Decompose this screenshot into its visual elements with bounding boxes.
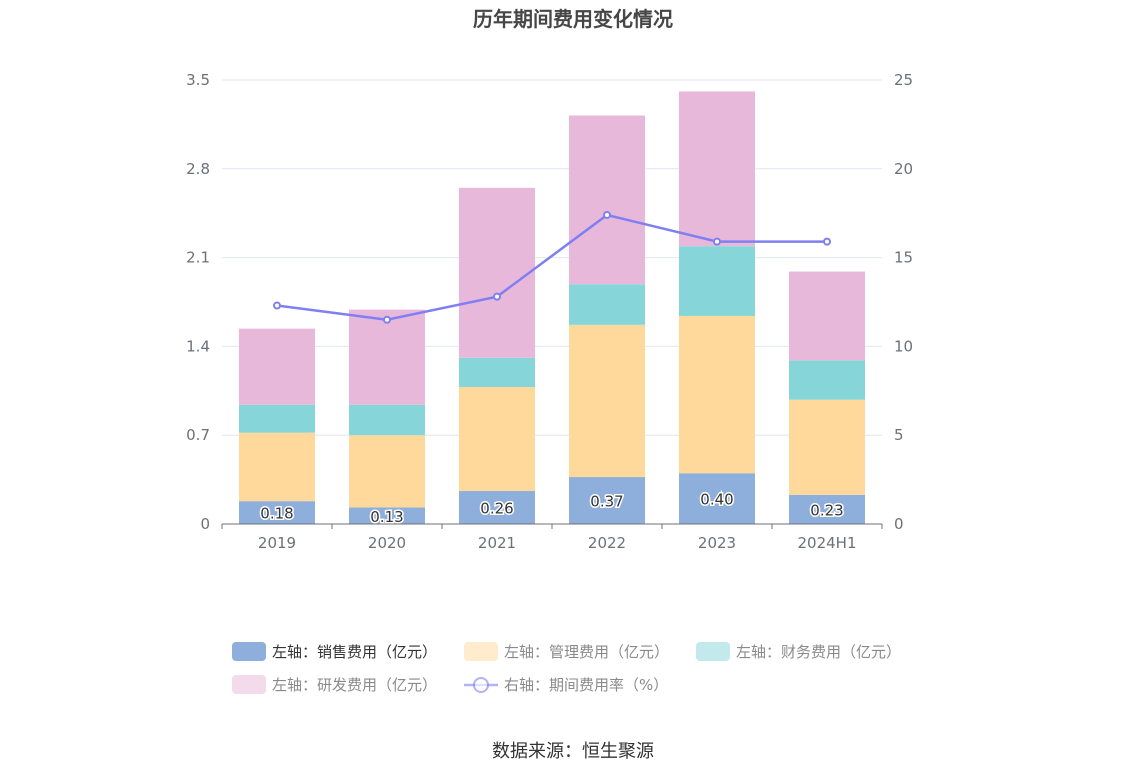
bar-data-label: 0.13 xyxy=(370,508,403,526)
y-left-tick-label: 0.7 xyxy=(186,426,210,444)
bar-segment xyxy=(239,404,315,433)
rate-point xyxy=(603,210,611,219)
legend-label: 左轴：管理费用（亿元） xyxy=(504,643,669,661)
rate-point xyxy=(383,315,391,324)
y-right-tick-label: 20 xyxy=(894,160,913,178)
legend-swatch xyxy=(232,675,266,694)
x-tick-label: 2020 xyxy=(368,534,406,552)
bar-segment xyxy=(349,404,425,436)
bar-segment xyxy=(789,494,865,524)
y-left-tick-label: 0 xyxy=(200,515,210,533)
chart-title: 历年期间费用变化情况 xyxy=(473,7,673,31)
legend-swatch xyxy=(232,642,266,661)
rate-point xyxy=(493,292,501,301)
grid-lines xyxy=(222,79,882,436)
rate-point xyxy=(713,237,721,246)
bar-segment xyxy=(789,360,865,400)
legend-label: 左轴：财务费用（亿元） xyxy=(736,643,901,661)
bar-segment xyxy=(789,399,865,495)
bar-segment xyxy=(569,284,645,325)
bar-data-label: 0.40 xyxy=(700,491,733,509)
bar-segment xyxy=(239,432,315,502)
bar-segment xyxy=(569,115,645,285)
y-right-tick-label: 5 xyxy=(894,426,904,444)
legend-label: 左轴：销售费用（亿元） xyxy=(272,643,437,661)
bar-segment xyxy=(679,315,755,474)
bar-segment xyxy=(239,501,315,524)
legend-swatch xyxy=(464,642,498,661)
legend-item[interactable]: 右轴：期间费用率（%） xyxy=(464,676,668,694)
rate-line-path xyxy=(276,213,827,322)
y-right-tick-label: 10 xyxy=(894,337,913,355)
x-tick-label: 2021 xyxy=(478,534,516,552)
bar-segment xyxy=(569,477,645,524)
legend-label: 右轴：期间费用率（%） xyxy=(504,676,668,694)
y-left-tick-label: 2.1 xyxy=(186,249,210,267)
bar-segment xyxy=(459,386,535,492)
y-right-tick-label: 25 xyxy=(894,71,913,89)
bar-segment xyxy=(349,309,425,405)
x-tick-label: 2024H1 xyxy=(798,534,857,552)
axes: 0 0.7 1.4 2.1 2.8 3.5 0 5 10 15 20 25 2019 2020 2021 20… xyxy=(186,71,913,552)
x-tick-label: 2022 xyxy=(588,534,626,552)
rate-line xyxy=(273,210,831,324)
source-note: 数据来源：恒生聚源 xyxy=(492,741,654,762)
y-left-tick-label: 3.5 xyxy=(186,71,210,89)
legend-item[interactable]: 左轴：财务费用（亿元） xyxy=(696,642,901,661)
data-labels: 0.18 0.13 0.26 0.37 0.40 0.23 xyxy=(259,489,845,527)
bar-segment xyxy=(459,187,535,358)
rate-point xyxy=(273,301,281,310)
bar-segment xyxy=(239,328,315,405)
legend-marker xyxy=(473,677,489,693)
bar-data-label: 0.26 xyxy=(480,500,513,518)
y-left-tick-label: 1.4 xyxy=(186,337,210,355)
bar-segment xyxy=(349,435,425,508)
bars xyxy=(239,91,865,524)
bar-segment xyxy=(349,507,425,524)
bar-segment xyxy=(459,491,535,524)
bar-segment xyxy=(679,473,755,524)
bar-data-label: 0.37 xyxy=(590,493,623,511)
y-left-tick-label: 2.8 xyxy=(186,160,210,178)
bar-segment xyxy=(569,324,645,478)
legend-label: 左轴：研发费用（亿元） xyxy=(272,676,437,694)
x-tick-label: 2023 xyxy=(698,534,736,552)
legend-swatch xyxy=(696,642,730,661)
bar-segment xyxy=(679,91,755,247)
bar-data-label: 0.23 xyxy=(810,501,843,519)
legend: 左轴：销售费用（亿元） 左轴：管理费用（亿元） 左轴：财务费用（亿元） 左轴：研发费用… xyxy=(232,642,901,694)
rate-point xyxy=(823,237,831,246)
y-right-tick-label: 0 xyxy=(894,515,904,533)
x-tick-label: 2019 xyxy=(258,534,296,552)
legend-item[interactable]: 左轴：研发费用（亿元） xyxy=(232,675,437,694)
bar-data-label: 0.18 xyxy=(260,505,293,523)
legend-item[interactable]: 左轴：销售费用（亿元） xyxy=(232,642,437,661)
y-right-tick-label: 15 xyxy=(894,249,913,267)
legend-item[interactable]: 左轴：管理费用（亿元） xyxy=(464,642,669,661)
bar-segment xyxy=(789,271,865,361)
bar-segment xyxy=(459,357,535,387)
bar-segment xyxy=(679,246,755,316)
